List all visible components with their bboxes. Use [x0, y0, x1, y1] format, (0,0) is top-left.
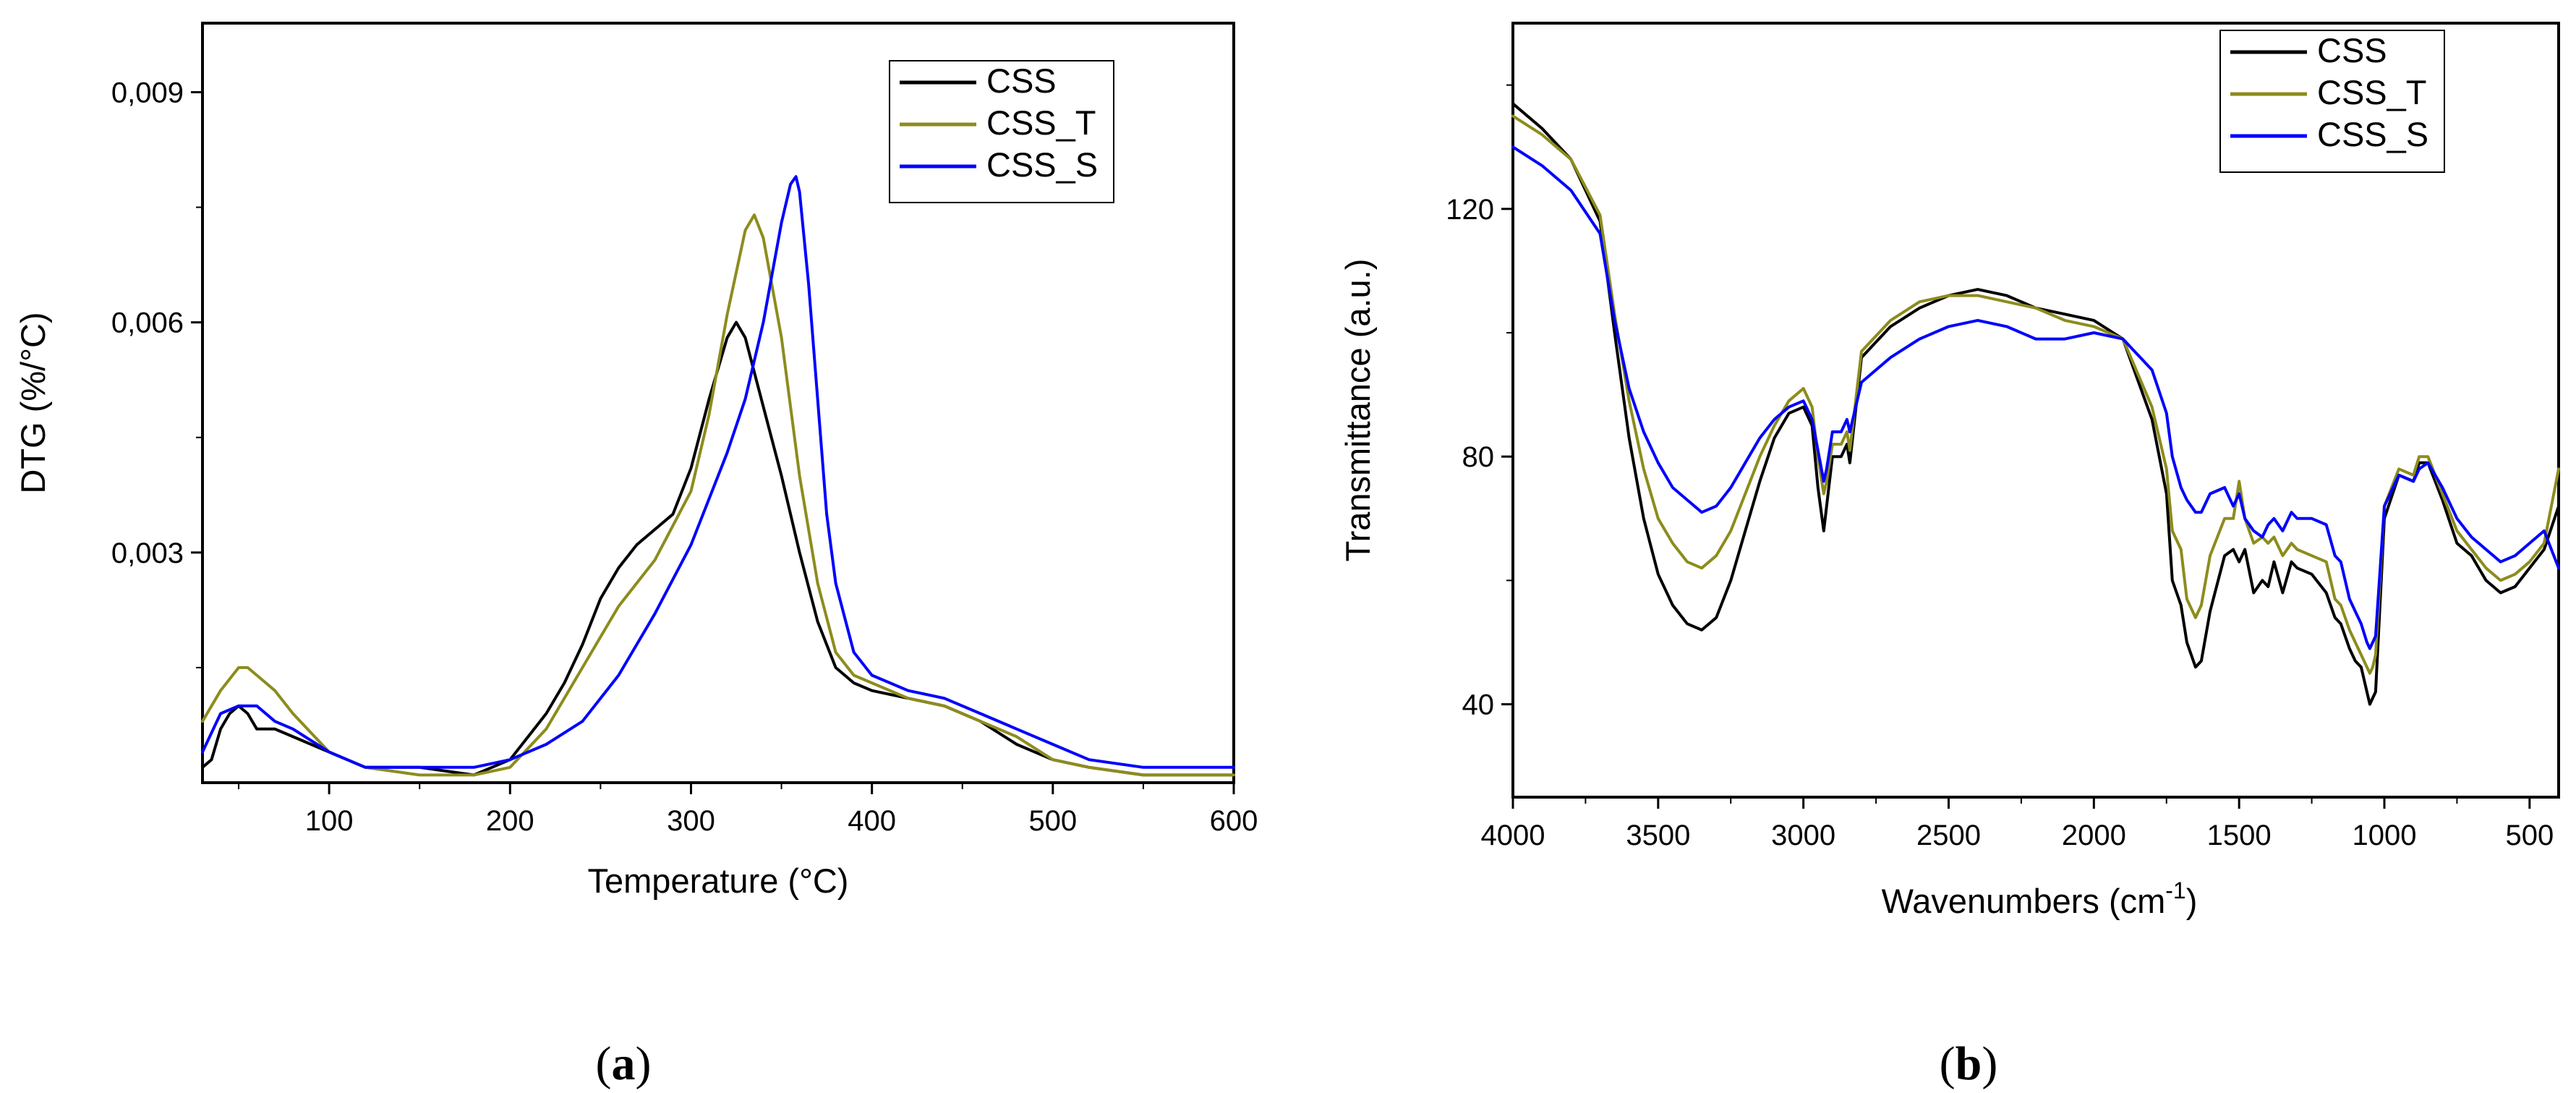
- chart-a-x-tick-label: 600: [1210, 805, 1258, 837]
- chart-a-plot-frame: [201, 22, 1235, 784]
- chart-a-series-css-t-line: [201, 213, 1235, 777]
- chart-a-legend-box: [889, 60, 1114, 203]
- chart-b-x-tick-label: 4000: [1481, 820, 1545, 851]
- panel-label-a: (a): [596, 1037, 652, 1090]
- chart-b-xlabel-close: ): [2186, 882, 2198, 920]
- chart-b-x-tick-label: 500: [2505, 820, 2554, 851]
- chart-a-x-tick-label: 400: [848, 805, 896, 837]
- chart-b-x-tick-label: 3500: [1626, 820, 1690, 851]
- chart-a-x-tick-label: 100: [305, 805, 354, 837]
- chart-b-legend: CSS CSS_T CSS_S: [2219, 30, 2445, 173]
- chart-b-series-css-line: [1511, 102, 2560, 706]
- chart-b-ticks: 4000 3500 3000 2500 2000 1500 1000 500 40 80 120: [1446, 84, 2554, 851]
- chart-b-legend-label: CSS: [2317, 31, 2387, 69]
- chart-b-y-tick-label: 120: [1446, 194, 1494, 226]
- chart-a-dtg: 100 200 300 400 500 600 0,003 0,006 0,009 Temper…: [14, 22, 1258, 900]
- chart-b-legend-label: CSS_T: [2317, 73, 2427, 111]
- chart-a-legend-label: CSS_S: [986, 145, 1098, 184]
- chart-a-legend-label: CSS: [986, 61, 1057, 100]
- chart-b-y-tick-label: 80: [1462, 441, 1495, 473]
- chart-a-y-tick-label: 0,003: [111, 537, 184, 569]
- chart-b-series-css-s-line: [1511, 145, 2560, 650]
- chart-b-plot-frame: [1511, 22, 2560, 799]
- chart-a-series: [201, 175, 1235, 777]
- chart-a-ticks: 100 200 300 400 500 600 0,003 0,006 0,009: [111, 77, 1258, 837]
- chart-b-ylabel: Transmittance (a.u.): [1339, 259, 1377, 562]
- chart-a-ylabel: DTG (%/°C): [14, 312, 52, 493]
- chart-b-ftir: 4000 3500 3000 2500 2000 1500 1000 500 40 80 120 W…: [1339, 22, 2560, 920]
- panel-label-b: (b): [1940, 1037, 1998, 1090]
- chart-b-x-tick-label: 1000: [2353, 820, 2417, 851]
- chart-a-x-tick-label: 300: [667, 805, 715, 837]
- chart-a-legend-label: CSS_T: [986, 103, 1096, 142]
- chart-a-x-tick-label: 500: [1028, 805, 1077, 837]
- chart-a-xlabel: Temperature (°C): [588, 862, 849, 900]
- chart-a-y-tick-label: 0,006: [111, 307, 184, 339]
- chart-b-xlabel-superscript: -1: [2165, 877, 2185, 903]
- chart-b-xlabel: Wavenumbers (cm-1): [1882, 877, 2198, 920]
- chart-b-xlabel-main: Wavenumbers (cm: [1882, 882, 2166, 920]
- panel-label-b-letter: b: [1956, 1037, 1982, 1090]
- chart-a-x-tick-label: 200: [486, 805, 534, 837]
- chart-b-series: [1511, 102, 2560, 706]
- chart-b-legend-box: [2219, 30, 2445, 173]
- chart-b-x-tick-label: 1500: [2207, 820, 2272, 851]
- chart-a-series-css-line: [201, 320, 1235, 777]
- chart-a-y-tick-label: 0,009: [111, 77, 184, 109]
- chart-b-series-css-t-line: [1511, 114, 2560, 675]
- chart-b-y-tick-label: 40: [1462, 689, 1495, 721]
- panel-label-a-letter: a: [612, 1037, 636, 1090]
- chart-b-x-tick-label: 3000: [1771, 820, 1835, 851]
- chart-b-x-tick-label: 2000: [2062, 820, 2126, 851]
- chart-b-x-tick-label: 2500: [1916, 820, 1981, 851]
- chart-b-legend-label: CSS_S: [2317, 115, 2428, 153]
- chart-a-series-css-s-line: [201, 175, 1235, 769]
